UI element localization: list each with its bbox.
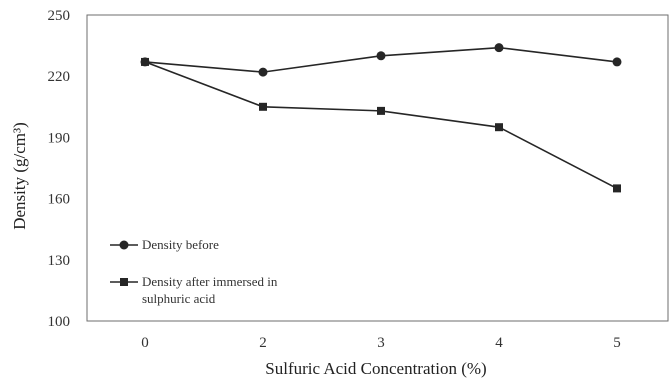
y-axis-ticks: 100 130 160 190 220 250	[48, 8, 71, 330]
legend-marker	[120, 278, 128, 286]
y-tick-label: 220	[48, 69, 71, 85]
square-point	[495, 123, 503, 132]
y-tick-label: 130	[48, 253, 71, 269]
legend-label: sulphuric acid	[142, 291, 216, 306]
y-axis-title: Density (g/cm³)	[10, 122, 29, 230]
series-group	[140, 43, 622, 193]
circle-point	[494, 43, 504, 53]
plot-frame	[86, 14, 669, 322]
square-point	[259, 102, 267, 111]
legend-item: Density after immersed in sulphuric acid	[110, 274, 278, 306]
legend-label: Density before	[142, 237, 219, 252]
circle-point	[376, 51, 386, 61]
x-tick-label: 0	[141, 335, 149, 351]
y-tick-label: 250	[48, 8, 71, 24]
circle-point	[258, 67, 268, 77]
x-tick-label: 4	[495, 335, 503, 351]
y-tick-label: 190	[48, 130, 71, 146]
legend-label: Density after immersed in	[142, 274, 278, 289]
square-point	[613, 184, 621, 193]
x-tick-label: 2	[259, 335, 267, 351]
x-axis-title: Sulfuric Acid Concentration (%)	[265, 359, 486, 378]
legend: Density before Density after immersed in s…	[110, 237, 278, 306]
series-1	[140, 43, 622, 77]
square-point	[377, 106, 385, 115]
series-2	[141, 57, 621, 193]
circle-point	[612, 57, 622, 67]
plot-area-border	[86, 14, 669, 322]
y-tick-label: 100	[48, 314, 71, 330]
y-tick-label: 160	[48, 192, 71, 208]
x-axis-ticks: 0 2 3 4 5	[141, 335, 621, 351]
x-tick-label: 5	[613, 335, 621, 351]
legend-item: Density before	[110, 237, 219, 252]
square-point	[141, 57, 149, 66]
x-tick-label: 3	[377, 335, 385, 351]
legend-marker	[119, 240, 129, 250]
series-line	[144, 61, 618, 190]
